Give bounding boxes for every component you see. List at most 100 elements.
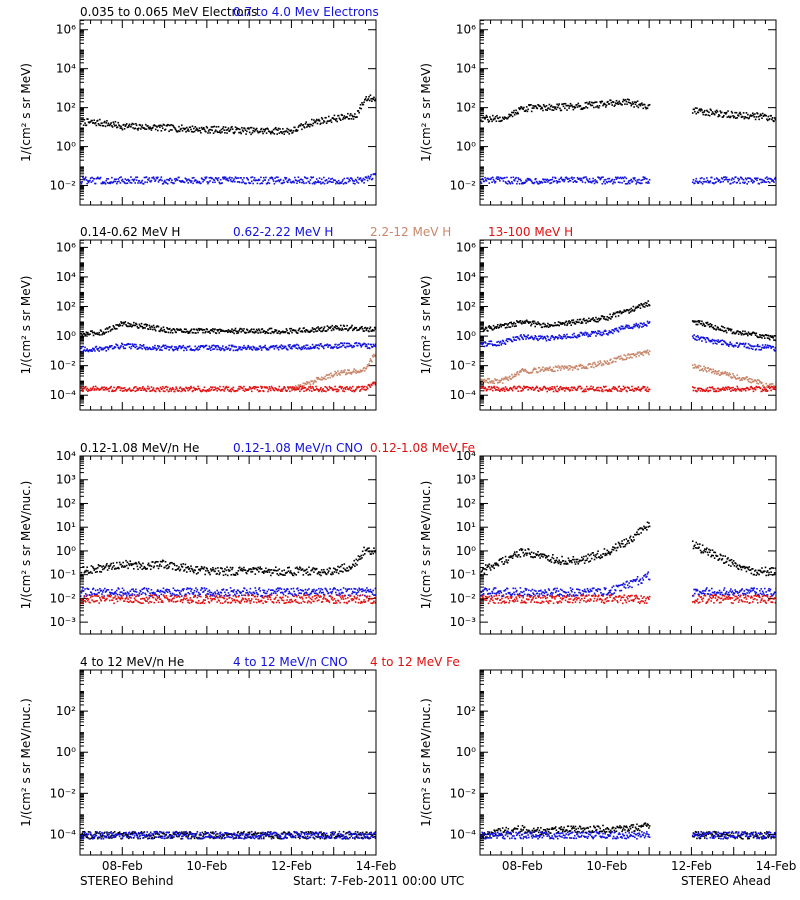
data-point bbox=[297, 388, 300, 391]
data-point bbox=[543, 385, 546, 388]
data-point bbox=[115, 388, 117, 391]
data-point bbox=[516, 112, 518, 115]
data-point bbox=[561, 323, 563, 325]
data-point bbox=[161, 125, 163, 127]
data-point bbox=[625, 177, 628, 180]
data-point bbox=[340, 345, 343, 348]
data-point bbox=[566, 365, 568, 368]
data-point bbox=[559, 366, 561, 368]
data-point bbox=[263, 346, 266, 349]
data-point bbox=[723, 330, 725, 333]
data-point bbox=[229, 330, 231, 332]
data-point bbox=[641, 102, 643, 104]
data-point bbox=[601, 334, 604, 336]
data-point bbox=[286, 127, 288, 130]
data-point bbox=[724, 176, 727, 178]
data-point bbox=[274, 177, 276, 180]
data-point bbox=[745, 178, 748, 181]
data-point bbox=[708, 389, 710, 392]
data-point bbox=[490, 386, 493, 388]
data-point bbox=[617, 329, 619, 332]
data-point bbox=[757, 383, 760, 385]
series-1 bbox=[480, 320, 776, 352]
data-point bbox=[363, 342, 366, 345]
data-point bbox=[708, 181, 711, 184]
data-point bbox=[717, 180, 719, 183]
data-point bbox=[542, 366, 544, 369]
data-point bbox=[230, 344, 233, 347]
data-point bbox=[255, 127, 258, 130]
data-point bbox=[529, 337, 532, 339]
data-point bbox=[229, 128, 232, 131]
data-point bbox=[152, 176, 155, 178]
series-1 bbox=[480, 176, 776, 185]
data-point bbox=[765, 181, 768, 184]
data-point bbox=[219, 178, 222, 181]
data-point bbox=[297, 176, 300, 178]
data-point bbox=[549, 179, 552, 181]
data-point bbox=[137, 347, 140, 350]
data-point bbox=[332, 118, 335, 120]
data-point bbox=[646, 325, 648, 327]
data-point bbox=[142, 183, 145, 185]
data-point bbox=[555, 390, 558, 393]
data-point bbox=[583, 365, 585, 368]
data-point bbox=[287, 179, 290, 182]
data-point bbox=[510, 378, 512, 380]
data-point bbox=[330, 329, 333, 332]
data-point bbox=[262, 331, 264, 333]
data-point bbox=[725, 176, 728, 179]
data-point bbox=[596, 333, 599, 335]
data-point bbox=[327, 377, 329, 379]
data-point bbox=[273, 331, 276, 333]
data-point bbox=[637, 106, 640, 109]
data-point bbox=[508, 376, 510, 379]
data-point bbox=[301, 181, 303, 184]
data-point bbox=[164, 179, 166, 182]
data-point bbox=[504, 323, 506, 325]
data-point bbox=[342, 370, 345, 372]
data-point bbox=[348, 369, 351, 372]
data-point bbox=[316, 378, 319, 380]
data-point bbox=[238, 385, 240, 388]
data-point bbox=[260, 128, 262, 131]
data-point bbox=[303, 385, 305, 387]
data-point bbox=[742, 112, 745, 114]
data-point bbox=[303, 182, 305, 185]
data-point bbox=[718, 370, 720, 372]
data-point bbox=[132, 179, 134, 181]
data-point bbox=[626, 98, 629, 101]
data-point bbox=[630, 353, 633, 356]
data-point bbox=[718, 390, 720, 393]
data-point bbox=[573, 105, 575, 108]
data-point bbox=[80, 387, 82, 390]
data-point bbox=[251, 131, 254, 134]
data-point bbox=[695, 335, 698, 338]
data-point bbox=[161, 127, 164, 130]
data-point bbox=[637, 306, 640, 308]
data-point bbox=[130, 123, 133, 126]
data-point bbox=[588, 333, 590, 336]
data-point bbox=[117, 346, 120, 349]
data-point bbox=[251, 349, 254, 351]
data-point bbox=[236, 332, 238, 335]
data-point bbox=[596, 318, 599, 321]
data-point bbox=[550, 182, 553, 184]
data-point bbox=[86, 387, 88, 390]
data-point bbox=[539, 182, 541, 184]
data-point bbox=[511, 389, 514, 392]
data-point bbox=[201, 178, 204, 180]
data-point bbox=[123, 182, 126, 184]
data-point bbox=[706, 179, 709, 182]
data-point bbox=[605, 385, 607, 388]
data-point bbox=[639, 390, 642, 392]
data-point bbox=[602, 315, 604, 318]
data-point bbox=[162, 182, 165, 185]
data-point bbox=[564, 390, 566, 392]
data-point bbox=[515, 109, 517, 112]
data-point bbox=[591, 332, 594, 334]
data-point bbox=[335, 390, 338, 393]
data-point bbox=[746, 333, 748, 335]
data-point bbox=[692, 337, 695, 339]
data-point bbox=[701, 111, 704, 114]
